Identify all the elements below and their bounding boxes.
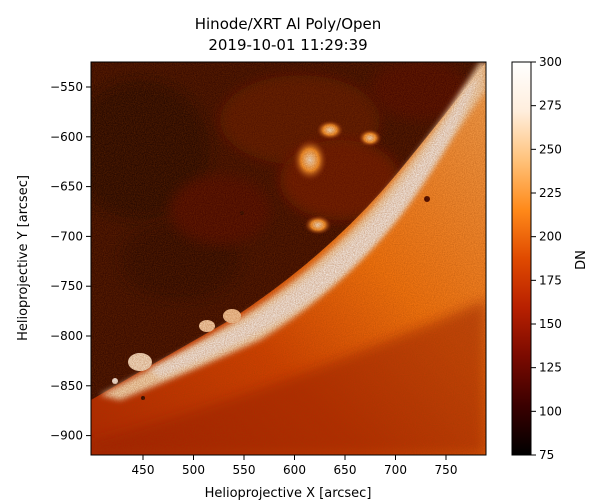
image-frame [90, 61, 487, 456]
y-tick-label: −850 [50, 379, 83, 393]
colorbar-tick-label: 275 [539, 99, 562, 113]
colorbar-tick-label: 75 [539, 448, 554, 462]
figure-subtitle-timestamp: 2019-10-01 11:29:39 [208, 36, 368, 54]
colorbar [511, 61, 532, 456]
x-tick-label: 650 [334, 463, 357, 477]
x-tick-label: 550 [233, 463, 256, 477]
colorbar-tick-label: 200 [539, 230, 562, 244]
colorbar-tick-label: 100 [539, 404, 562, 418]
x-axis-label: Helioprojective X [arcsec] [205, 486, 372, 501]
y-tick-label: −600 [50, 130, 83, 144]
y-tick-label: −650 [50, 180, 83, 194]
y-tick-label: −700 [50, 229, 83, 243]
colorbar-tick-label: 225 [539, 186, 562, 200]
x-tick-label: 600 [283, 463, 306, 477]
y-axis-label: Helioprojective Y [arcsec] [16, 175, 31, 341]
x-tick-label: 750 [435, 463, 458, 477]
colorbar-axis: 75 100 125 150 175 200 225 250 275 300 [531, 55, 562, 462]
y-tick-label: −550 [50, 80, 83, 94]
x-tick-label: 500 [182, 463, 205, 477]
x-tick-label: 700 [384, 463, 407, 477]
figure-title: Hinode/XRT Al Poly/Open [194, 15, 382, 33]
colorbar-tick-label: 150 [539, 317, 562, 331]
solar-xray-image [91, 62, 486, 455]
x-tick-label: 450 [132, 463, 155, 477]
colorbar-tick-label: 125 [539, 361, 562, 375]
colorbar-label: DN [574, 250, 589, 270]
y-axis: −550 −600 −650 −700 −750 −800 −850 −900 [50, 80, 91, 443]
y-tick-label: −800 [50, 329, 83, 343]
colorbar-tick-label: 300 [539, 55, 562, 69]
colorbar-tick-label: 175 [539, 273, 562, 287]
y-tick-label: −750 [50, 279, 83, 293]
colorbar-tick-label: 250 [539, 142, 562, 156]
x-axis: 450 500 550 600 650 700 750 [132, 455, 458, 477]
y-tick-label: −900 [50, 429, 83, 443]
